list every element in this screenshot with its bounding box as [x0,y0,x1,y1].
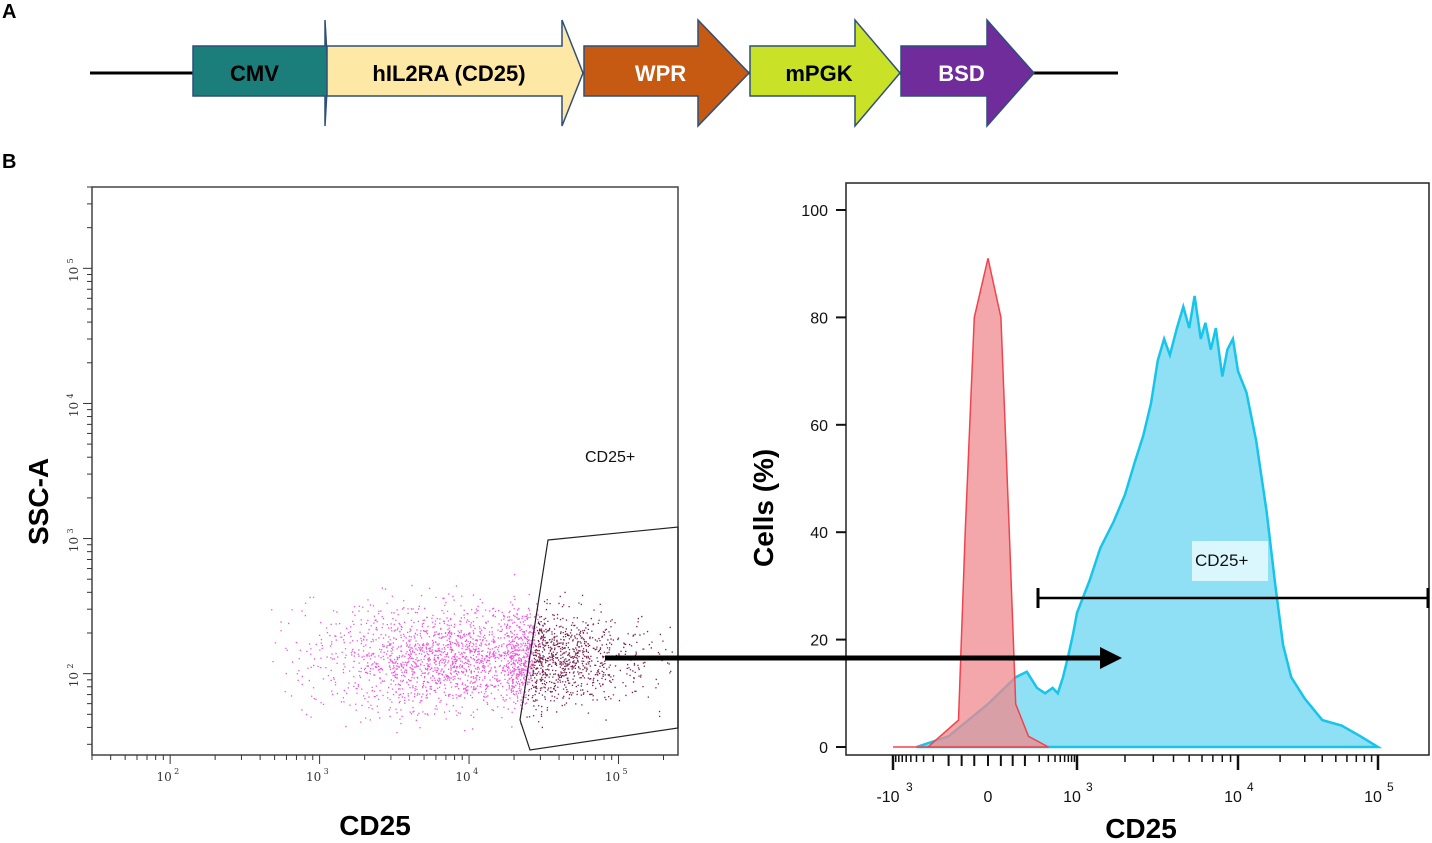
scatter-y-tick-label: 10 [67,402,81,417]
scatter-y-axis-label: SSC-A [23,458,54,545]
histogram-series-cd25 [916,295,1383,749]
scatter-negative-events [271,573,539,734]
histogram-y-tick-label: 60 [810,418,828,435]
segment-mpgk-label: mPGK [785,61,852,86]
histogram-x-tick-label: 10 [1364,789,1382,806]
histogram-x-ticks: -10 3 10 3 10 4 10 5 0 [876,755,1394,806]
segment-bsd-label: BSD [938,61,984,86]
scatter-y-ticks: 10 2 10 3 10 4 10 5 [66,186,92,745]
segment-mpgk: mPGK [749,17,901,129]
scatter-y-tick-exponent: 4 [66,393,75,398]
scatter-y-tick-exponent: 2 [66,664,75,669]
segment-bsd: BSD [900,18,1036,128]
segment-cmv-arrow [192,19,329,127]
histogram-x-tick-exponent: 3 [1086,780,1093,794]
scatter-x-tick-exponent: 5 [623,767,628,776]
scatter-y-tick-label: 10 [67,267,81,282]
histogram-x-tick-exponent: 3 [906,780,913,794]
histogram-x-tick-label: 10 [1224,789,1242,806]
vector-segments: CMV hIL2RA (CD25) WPR mPGK BSD [192,17,1036,129]
segment-hil2ra-arrow [326,19,584,127]
scatter-frame [91,186,679,756]
scatter-x-ticks: 10 2 10 3 10 4 10 5 [91,755,665,784]
scatter-y-tick-exponent: 5 [66,258,75,263]
link-arrow-head [1100,647,1122,669]
scatter-x-tick-label: 10 [605,770,620,784]
segment-cmv: CMV [192,19,329,127]
segment-cmv-label: CMV [230,61,279,86]
scatter-x-tick-exponent: 3 [324,767,329,776]
segment-wpr-arrow [583,18,751,128]
scatter-x-tick-exponent: 2 [174,767,179,776]
histogram-x-tick-label: 10 [1063,789,1081,806]
panel-a-label: A [2,1,16,23]
scatter-y-tick-label: 10 [67,537,81,552]
segment-wpr: WPR [583,18,751,128]
histogram-series-control [893,258,1049,748]
segment-hil2ra-label: hIL2RA (CD25) [372,61,525,86]
panel-b-label: B [2,151,16,173]
segment-bsd-arrow [900,18,1036,128]
histogram-y-tick-label: 20 [810,633,828,650]
segment-hil2ra: hIL2RA (CD25) [326,19,584,127]
histogram-x-tick-label: -10 [876,789,899,806]
histogram-y-axis-label: Cells (%) [748,449,779,567]
histogram-x-tick-exponent: 5 [1387,780,1394,794]
scatter-x-tick-label: 10 [157,770,172,784]
histogram-gate-label-bg [1192,541,1268,581]
histogram-y-tick-label: 0 [819,740,828,757]
scatter-y-tick-exponent: 3 [66,528,75,533]
scatter-y-tick-label: 10 [67,672,81,687]
scatter-points [271,573,673,734]
histogram-y-tick-label: 100 [801,203,828,220]
histogram-y-ticks: 100 80 60 40 20 0 [801,203,846,757]
histogram-x-tick-zero: 0 [984,789,993,806]
scatter-positive-events [526,591,673,729]
scatter-x-tick-exponent: 4 [473,767,478,776]
segment-mpgk-arrow [749,17,901,129]
scatter-gate [519,526,679,751]
scatter-x-axis-label: CD25 [339,810,411,841]
scatter-gate-label: CD25+ [585,449,635,466]
scatter-x-tick-label: 10 [455,770,470,784]
histogram-gate-label: CD25+ [1195,551,1248,570]
histogram-y-tick-label: 40 [810,525,828,542]
histogram-plot: 100 80 60 40 20 0 -10 3 10 3 10 4 10 5 0 CD25+ Cells … [748,182,1430,843]
histogram-y-tick-label: 80 [810,310,828,327]
scatter-x-tick-label: 10 [306,770,321,784]
histogram-x-axis-label: CD25 [1105,813,1177,843]
histogram-x-tick-exponent: 4 [1247,780,1254,794]
segment-wpr-label: WPR [635,61,686,86]
